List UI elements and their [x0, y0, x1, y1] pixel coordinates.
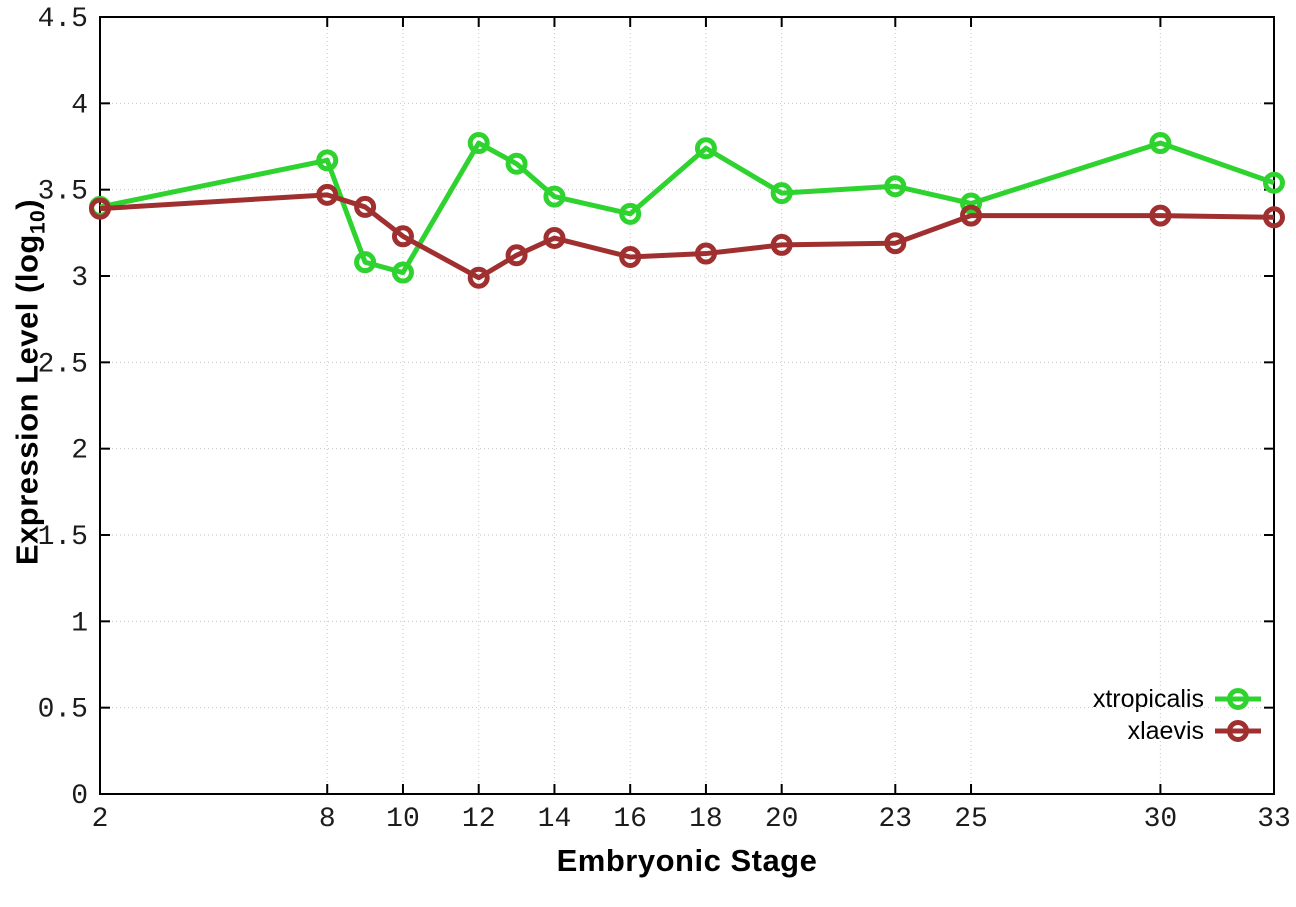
data-point-xlaevis-stage-18 — [694, 242, 717, 265]
data-point-xtropicalis-stage-12 — [467, 132, 490, 155]
y-tick-label-2.5: 2.5 — [38, 349, 88, 380]
y-tick-label-0.5: 0.5 — [38, 695, 88, 726]
y-tick-label-2: 2 — [71, 436, 88, 467]
data-point-xlaevis-stage-12 — [467, 266, 490, 289]
legend-marker-xtropicalis-icon — [1215, 688, 1261, 710]
legend-entry-xlaevis: xlaevis — [1093, 716, 1262, 746]
legend-marker-xlaevis-icon — [1215, 720, 1261, 742]
data-point-xlaevis-stage-16 — [619, 246, 642, 269]
data-point-xtropicalis-stage-25 — [960, 192, 983, 215]
data-point-xlaevis-stage-13 — [505, 244, 528, 267]
data-point-xtropicalis-stage-10 — [391, 261, 414, 284]
data-point-xtropicalis-stage-18 — [694, 137, 717, 160]
data-point-xlaevis-stage-14 — [543, 227, 566, 250]
y-tick-label-4: 4 — [71, 90, 88, 121]
x-tick-label-18: 18 — [689, 804, 723, 835]
data-point-xlaevis-stage-23 — [884, 232, 907, 255]
x-tick-label-23: 23 — [878, 804, 912, 835]
data-point-xtropicalis-stage-23 — [884, 175, 907, 198]
y-tick-label-1.5: 1.5 — [38, 522, 88, 553]
y-tick-label-3: 3 — [71, 263, 88, 294]
x-tick-label-8: 8 — [319, 804, 336, 835]
data-point-xlaevis-stage-33 — [1263, 206, 1285, 229]
data-point-xlaevis-stage-2 — [89, 197, 111, 220]
x-axis-title: Embryonic Stage — [556, 843, 818, 878]
data-point-xtropicalis-stage-30 — [1149, 132, 1172, 155]
data-point-xlaevis-stage-10 — [391, 225, 414, 248]
data-point-xtropicalis-stage-8 — [316, 149, 339, 172]
x-tick-label-14: 14 — [538, 804, 572, 835]
data-point-xtropicalis-stage-20 — [770, 182, 793, 205]
data-point-xlaevis-stage-25 — [960, 204, 983, 227]
x-tick-label-10: 10 — [386, 804, 420, 835]
y-tick-label-0: 0 — [71, 781, 88, 812]
data-point-xlaevis-stage-9 — [354, 195, 377, 218]
data-point-xlaevis-stage-30 — [1149, 204, 1172, 227]
legend-label-xtropicalis: xtropicalis — [1092, 684, 1204, 713]
x-tick-label-25: 25 — [954, 804, 988, 835]
plot-border — [99, 16, 1275, 795]
y-axis-title: Expression Level (log10) — [9, 199, 50, 565]
data-point-xlaevis-stage-20 — [770, 233, 793, 256]
legend: xtropicalis xlaevis — [1093, 684, 1262, 746]
data-point-xlaevis-stage-8 — [316, 183, 339, 206]
x-tick-label-16: 16 — [613, 804, 647, 835]
y-axis-title-suffix: ) — [9, 198, 45, 210]
legend-entry-xtropicalis: xtropicalis — [1093, 684, 1262, 714]
x-tick-label-30: 30 — [1144, 804, 1178, 835]
y-axis-title-subscript: 10 — [26, 209, 50, 235]
series-line-xlaevis — [99, 192, 1275, 281]
data-point-xtropicalis-stage-14 — [543, 185, 566, 208]
legend-label-xlaevis: xlaevis — [1127, 716, 1204, 745]
y-axis-title-text: Expression Level (log — [9, 234, 45, 566]
y-tick-label-3.5: 3.5 — [38, 177, 88, 208]
x-tick-label-12: 12 — [462, 804, 496, 835]
data-point-xtropicalis-stage-9 — [354, 251, 377, 274]
data-point-xtropicalis-stage-33 — [1263, 171, 1285, 194]
x-tick-label-20: 20 — [765, 804, 799, 835]
y-tick-label-4.5: 4.5 — [38, 4, 88, 35]
data-point-xtropicalis-stage-16 — [619, 202, 642, 225]
x-tick-label-33: 33 — [1257, 804, 1291, 835]
x-tick-label-2: 2 — [92, 804, 109, 835]
data-point-xtropicalis-stage-13 — [505, 152, 528, 175]
y-tick-label-1: 1 — [71, 608, 88, 639]
